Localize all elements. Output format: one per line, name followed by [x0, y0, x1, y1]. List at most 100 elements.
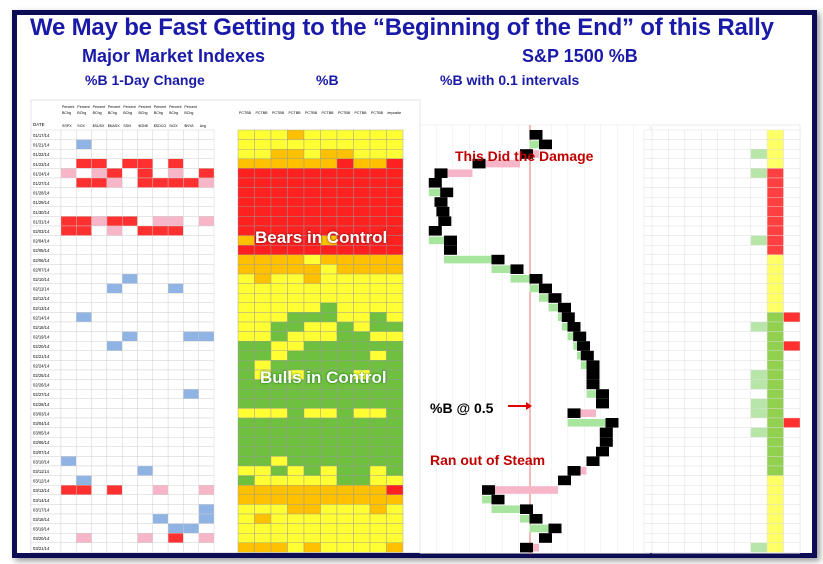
- move-bar: [472, 159, 520, 168]
- header-percent-8: Percent: [184, 105, 196, 109]
- date-cell: 03/11/14: [33, 469, 50, 474]
- move-bar: [510, 275, 530, 283]
- pctb-marker: [586, 379, 600, 390]
- move-bar: [529, 140, 539, 149]
- move-bar: [520, 515, 530, 523]
- label-one-day-change: %B 1-Day Change: [85, 72, 205, 88]
- pctb-header-0: PCTBB: [239, 111, 252, 115]
- arrow-icon: [526, 402, 532, 410]
- pctb-marker: [577, 341, 590, 351]
- annotation-damage: This Did the Damage: [455, 148, 594, 164]
- date-cell: 02/24/14: [33, 363, 50, 368]
- pctb-marker: [428, 226, 442, 236]
- header-bchg-0: BChg: [62, 111, 71, 115]
- pctb-marker: [539, 283, 552, 294]
- pctb-marker: [440, 187, 454, 198]
- date-cell: 03/13/14: [33, 488, 50, 493]
- pctb-header-9: ierpositе: [388, 111, 402, 115]
- header-sym-8: $NYA: [184, 124, 194, 128]
- date-cell: 01/31/14: [33, 219, 50, 224]
- date-cell: 02/25/14: [33, 373, 50, 378]
- subtitle-major-indexes: Major Market Indexes: [82, 46, 266, 66]
- annotation-bears: Bears in Control: [255, 228, 388, 247]
- pctb-marker: [444, 235, 457, 246]
- slide-title: We May be Fast Getting to the “Beginning…: [30, 14, 774, 41]
- pctb-marker: [434, 168, 448, 178]
- date-cell: 03/04/14: [33, 421, 50, 426]
- move-bar: [567, 332, 574, 341]
- move-bar: [444, 255, 492, 264]
- date-cell: 03/19/14: [33, 527, 50, 532]
- date-cell: 01/27/14: [33, 181, 50, 186]
- label-pct-b-intervals: %B with 0.1 intervals: [440, 72, 580, 88]
- date-cell: 02/11/14: [33, 287, 50, 292]
- header-percent-6: Percent: [154, 105, 166, 109]
- header-percent-5: Percent: [139, 105, 151, 109]
- header-sym-4: SSIX: [123, 124, 132, 128]
- pctb-marker: [558, 475, 571, 486]
- date-cell: 03/06/14: [33, 440, 50, 445]
- date-cell: 02/20/14: [33, 344, 50, 349]
- header-bchg-1: BChg: [77, 111, 86, 115]
- move-bar: [529, 284, 539, 293]
- header-sym-5: $ONE: [139, 124, 149, 128]
- pctb-header-3: PCTBB: [289, 111, 302, 115]
- pctb-marker: [539, 139, 552, 150]
- header-sym-7: SIOX: [169, 124, 178, 128]
- pctb-marker: [548, 523, 562, 534]
- annotation-pctb-half: %B @ 0.5: [430, 400, 494, 416]
- pctb-marker: [605, 418, 619, 428]
- header-bchg-6: BChg: [154, 111, 163, 115]
- pctb-marker: [529, 130, 543, 140]
- pctb-marker: [567, 408, 581, 418]
- pctb-marker: [520, 149, 533, 159]
- pctb-marker: [428, 178, 442, 188]
- pctb-marker: [599, 437, 613, 447]
- header-bchg-3: BChg: [108, 111, 117, 115]
- annotation-steam: Ran out of Steam: [430, 452, 546, 468]
- date-header: DATE: [33, 122, 45, 127]
- date-cell: 03/18/14: [33, 517, 50, 522]
- pctb-marker: [472, 158, 486, 169]
- header-sym-0: SSPX: [62, 124, 72, 128]
- pctb-header-2: PCTBB: [272, 111, 285, 115]
- date-cell: 03/12/14: [33, 479, 50, 484]
- date-cell: 02/26/14: [33, 383, 50, 388]
- pctb-marker: [436, 206, 450, 217]
- date-cell: 03/07/14: [33, 450, 50, 455]
- pctb-marker: [561, 312, 575, 322]
- move-bar: [529, 524, 549, 533]
- move-bar: [573, 342, 577, 350]
- date-cell: 02/10/14: [33, 277, 50, 282]
- move-bar: [539, 294, 549, 302]
- move-bar: [580, 361, 587, 369]
- header-bchg-4: BChg: [123, 111, 132, 115]
- date-cell: 02/18/14: [33, 325, 50, 330]
- pctb-marker: [444, 245, 457, 255]
- header-percent-0: Percent: [62, 105, 74, 109]
- move-bar: [567, 419, 606, 427]
- pctb-marker: [558, 302, 571, 313]
- header-sym-6: $SDCO: [154, 124, 167, 128]
- move-bar: [482, 486, 558, 494]
- pctb-marker: [586, 360, 600, 370]
- date-cell: 02/05/14: [33, 248, 50, 253]
- pctb-header-6: PCTBB: [338, 111, 351, 115]
- date-cell: 01/23/14: [33, 162, 50, 167]
- pctb-marker: [539, 533, 552, 543]
- pctb-marker: [586, 370, 600, 380]
- move-bar: [434, 169, 473, 177]
- date-cell: 03/14/14: [33, 498, 50, 503]
- pctb-header-5: PCTBB: [322, 111, 335, 115]
- pctb-marker: [434, 197, 448, 207]
- header-percent-1: Percent: [77, 105, 89, 109]
- pctb-marker: [491, 254, 505, 265]
- pctb-marker: [482, 485, 495, 495]
- move-bar: [586, 390, 596, 398]
- date-cell: 02/14/14: [33, 315, 50, 320]
- pctb-marker: [567, 466, 581, 476]
- pctb-marker: [599, 427, 613, 438]
- pctb-marker: [596, 446, 609, 457]
- date-cell: 03/17/14: [33, 507, 50, 512]
